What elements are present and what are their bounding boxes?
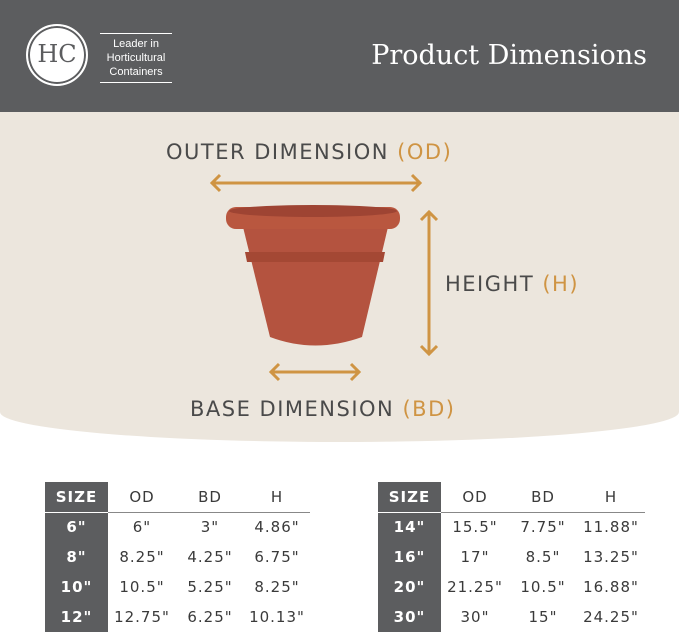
table-row: 30" 30" 15" 24.25": [378, 602, 645, 632]
size-table-large: SIZE OD BD H 14" 15.5" 7.75" 11.88" 16" 17" 8.5"…: [378, 482, 645, 632]
tagline: Leader in Horticultural Containers: [100, 33, 172, 83]
outer-dimension-label: OUTER DIMENSION (OD): [166, 140, 453, 164]
height-arrow: [419, 209, 439, 357]
table-row: 20" 21.25" 10.5" 16.88": [378, 572, 645, 602]
od-arrow: [209, 173, 423, 193]
table-row: 12" 12.75" 6.25" 10.13": [45, 602, 310, 632]
pot: [226, 205, 400, 346]
dimension-diagram: OUTER DIMENSION (OD) HEIGHT (H) BASE DIM…: [0, 112, 679, 442]
table-row: 10" 10.5" 5.25" 8.25": [45, 572, 310, 602]
brand-logo: HC: [26, 24, 88, 86]
height-label: HEIGHT (H): [445, 272, 580, 296]
header: HC Leader in Horticultural Containers Pr…: [0, 0, 679, 112]
table-row: 6" 6" 3" 4.86": [45, 512, 310, 542]
table-row: 16" 17" 8.5" 13.25": [378, 542, 645, 572]
size-table-small: SIZE OD BD H 6" 6" 3" 4.86" 8" 8.25" 4.25" 6.75" …: [45, 482, 310, 632]
base-dimension-label: BASE DIMENSION (BD): [190, 397, 456, 421]
pot-illustration: [209, 173, 439, 382]
table-row: 14" 15.5" 7.75" 11.88": [378, 512, 645, 542]
page-title: Product Dimensions: [371, 40, 647, 71]
bd-arrow: [268, 362, 362, 382]
table-row: 8" 8.25" 4.25" 6.75": [45, 542, 310, 572]
